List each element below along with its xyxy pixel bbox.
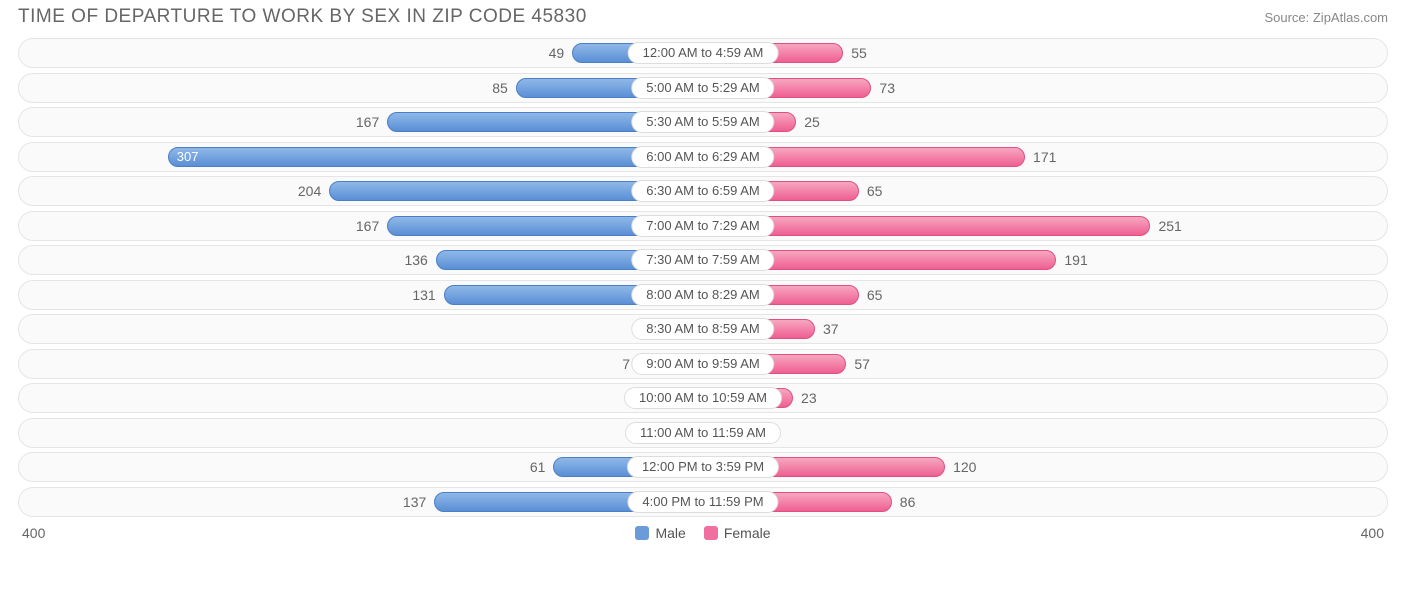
female-half: 65 [703,177,1387,205]
female-value: 23 [793,390,817,406]
female-value: 65 [859,183,883,199]
row-time-label: 12:00 AM to 4:59 AM [628,42,779,64]
female-half: 251 [703,212,1387,240]
female-half: 37 [703,315,1387,343]
male-value: 167 [356,114,387,130]
legend-male-swatch [635,526,649,540]
row-time-label: 8:30 AM to 8:59 AM [631,318,774,340]
row-time-label: 8:00 AM to 8:29 AM [631,284,774,306]
row-time-label: 10:00 AM to 10:59 AM [624,387,782,409]
row-time-label: 4:00 PM to 11:59 PM [627,491,778,513]
chart-row: 307 171 6:00 AM to 6:29 AM [18,142,1388,172]
female-value: 120 [945,459,976,475]
chart-source: Source: ZipAtlas.com [1264,10,1388,25]
male-half: 137 [19,488,703,516]
chart-row: 136 191 7:30 AM to 7:59 AM [18,245,1388,275]
male-value: 136 [404,252,435,268]
male-half: 0 [19,384,703,412]
row-time-label: 7:00 AM to 7:29 AM [631,215,774,237]
chart-row: 49 55 12:00 AM to 4:59 AM [18,38,1388,68]
legend-male-label: Male [655,525,685,541]
female-value: 25 [796,114,820,130]
female-value: 37 [815,321,839,337]
female-half: 25 [703,108,1387,136]
chart-row: 167 25 5:30 AM to 5:59 AM [18,107,1388,137]
female-half: 73 [703,74,1387,102]
chart-header: TIME OF DEPARTURE TO WORK BY SEX IN ZIP … [0,0,1406,38]
chart-row: 7 57 9:00 AM to 9:59 AM [18,349,1388,379]
male-half: 0 [19,419,703,447]
legend: Male Female [635,525,770,541]
female-value: 65 [859,287,883,303]
chart-title: TIME OF DEPARTURE TO WORK BY SEX IN ZIP … [18,6,587,28]
male-value: 307 [169,149,207,164]
axis-right-label: 400 [1361,525,1384,541]
male-value: 49 [549,45,573,61]
female-value: 73 [871,80,895,96]
male-half: 167 [19,212,703,240]
legend-female: Female [704,525,771,541]
chart-row: 167 251 7:00 AM to 7:29 AM [18,211,1388,241]
chart-row: 85 73 5:00 AM to 5:29 AM [18,73,1388,103]
female-half: 171 [703,143,1387,171]
chart-row: 131 65 8:00 AM to 8:29 AM [18,280,1388,310]
male-value: 137 [403,494,434,510]
row-time-label: 5:30 AM to 5:59 AM [631,111,774,133]
chart-row: 0 23 10:00 AM to 10:59 AM [18,383,1388,413]
male-value: 204 [298,183,329,199]
legend-female-swatch [704,526,718,540]
female-value: 171 [1025,149,1056,165]
female-half: 120 [703,453,1387,481]
legend-male: Male [635,525,685,541]
female-value: 57 [846,356,870,372]
female-value: 86 [892,494,916,510]
axis-left-label: 400 [22,525,45,541]
male-value: 131 [412,287,443,303]
row-time-label: 5:00 AM to 5:29 AM [631,77,774,99]
male-half: 204 [19,177,703,205]
row-time-label: 11:00 AM to 11:59 AM [625,422,781,444]
chart-row: 204 65 6:30 AM to 6:59 AM [18,176,1388,206]
female-half: 65 [703,281,1387,309]
male-value: 167 [356,218,387,234]
male-half: 0 [19,315,703,343]
chart-area: 49 55 12:00 AM to 4:59 AM 85 73 5:00 AM to 5:… [0,38,1406,517]
male-half: 167 [19,108,703,136]
female-value: 191 [1056,252,1087,268]
female-half: 23 [703,384,1387,412]
row-time-label: 6:00 AM to 6:29 AM [631,146,774,168]
row-time-label: 9:00 AM to 9:59 AM [631,353,774,375]
chart-footer: 400 Male Female 400 [0,521,1406,541]
male-half: 49 [19,39,703,67]
female-half: 86 [703,488,1387,516]
female-value: 251 [1150,218,1181,234]
female-value: 55 [843,45,867,61]
legend-female-label: Female [724,525,771,541]
male-half: 307 [19,143,703,171]
chart-row: 137 86 4:00 PM to 11:59 PM [18,487,1388,517]
female-half: 55 [703,39,1387,67]
male-half: 7 [19,350,703,378]
male-bar: 307 [168,147,703,167]
male-half: 61 [19,453,703,481]
female-half: 191 [703,246,1387,274]
male-half: 85 [19,74,703,102]
row-time-label: 6:30 AM to 6:59 AM [631,180,774,202]
male-half: 136 [19,246,703,274]
male-value: 85 [492,80,516,96]
female-half: 57 [703,350,1387,378]
row-time-label: 12:00 PM to 3:59 PM [627,456,779,478]
male-half: 131 [19,281,703,309]
chart-row: 0011:00 AM to 11:59 AM [18,418,1388,448]
row-time-label: 7:30 AM to 7:59 AM [631,249,774,271]
male-value: 61 [530,459,554,475]
female-half: 0 [703,419,1387,447]
chart-row: 61 120 12:00 PM to 3:59 PM [18,452,1388,482]
chart-row: 0 37 8:30 AM to 8:59 AM [18,314,1388,344]
